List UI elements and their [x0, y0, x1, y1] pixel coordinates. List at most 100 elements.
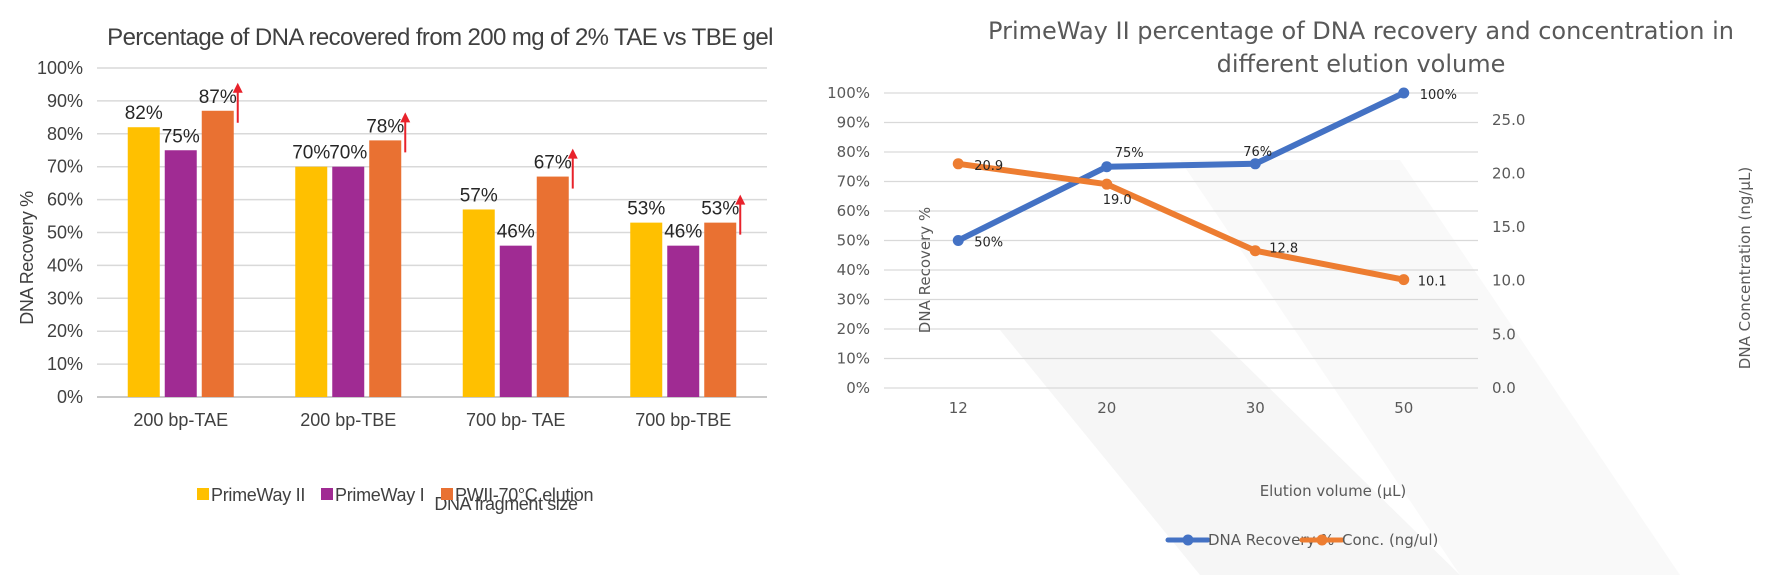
chart2-data-label: 20.9 [974, 159, 1003, 174]
chart2-y-tick-label: 80% [837, 143, 870, 161]
chart1-x-axis-label: DNA fragment size [434, 494, 578, 514]
chart1-bar [332, 166, 365, 397]
chart2-data-point [1249, 158, 1261, 170]
chart2-y-tick-label: 50% [837, 232, 870, 250]
chart2-title-line1: PrimeWay II percentage of DNA recovery a… [988, 17, 1734, 45]
chart1-improvement-arrowhead [400, 112, 411, 123]
chart1-x-tick-label: 700 bp-TBE [635, 410, 731, 430]
chart1-improvement-arrowhead [567, 148, 578, 159]
chart1-y-tick-label: 50% [47, 223, 83, 243]
chart1-y-axis-label: DNA Recovery % [17, 191, 37, 325]
chart2-data-point [952, 158, 964, 170]
chart1-data-label: 53% [627, 199, 665, 220]
background-watermark [1000, 330, 1460, 575]
chart1-bar [295, 166, 328, 397]
chart1-improvement-arrowhead [232, 82, 243, 93]
chart2-data-label: 75% [1115, 146, 1144, 161]
chart1-legend-label: PWII-70°C elution [455, 485, 593, 505]
chart2-legend-label: Conc. (ng/ul) [1342, 531, 1438, 549]
chart1-bar [369, 140, 402, 397]
chart1-data-label: 46% [664, 222, 702, 243]
chart1-data-label: 78% [366, 116, 404, 137]
chart2-data-label: 12.8 [1269, 242, 1298, 257]
chart2-data-point [1101, 161, 1113, 173]
chart1-legend-swatch [321, 488, 333, 500]
chart2-data-label: 19.0 [1103, 193, 1132, 208]
chart1-legend-label: PrimeWay I [335, 485, 424, 505]
background-watermark [1180, 160, 1680, 575]
chart2-y-tick-label: 0% [846, 379, 870, 397]
chart2-y-tick-label: 100% [827, 84, 870, 102]
chart1-bar [462, 209, 495, 397]
chart1-data-label: 70% [292, 143, 330, 164]
chart1-bar [536, 176, 569, 397]
chart1-bar [499, 245, 532, 397]
chart2-x-axis-label: Elution volume (µL) [1260, 482, 1407, 500]
chart2-series-line [955, 90, 1407, 244]
chart2-data-label: 50% [974, 236, 1003, 251]
chart2-right-y-axis-label: DNA Concentration (ng/µL) [1736, 167, 1754, 369]
chart2-data-point [1249, 245, 1261, 257]
chart1-y-tick-label: 70% [47, 157, 83, 177]
chart1-y-tick-label: 90% [47, 91, 83, 111]
chart1-y-tick-label: 80% [47, 124, 83, 144]
chart1-data-label: 82% [125, 103, 163, 124]
chart1-x-tick-label: 200 bp-TAE [133, 410, 228, 430]
chart2-legend-label: DNA Recovery % [1208, 531, 1334, 549]
bar-chart: Percentage of DNA recovered from 200 mg … [17, 24, 773, 514]
line-chart: PrimeWay II percentage of DNA recovery a… [827, 17, 1754, 549]
chart2-y-tick-label: 70% [837, 173, 870, 191]
chart1-improvement-arrowhead [735, 194, 746, 205]
chart1-legend-swatch [197, 488, 209, 500]
chart2-y-tick-label: 40% [837, 261, 870, 279]
chart1-bar [667, 245, 700, 397]
chart1-x-tick-label: 200 bp-TBE [300, 410, 396, 430]
chart2-y-tick-label: 10% [837, 350, 870, 368]
chart1-y-tick-label: 40% [47, 255, 83, 275]
chart2-data-point [1398, 274, 1410, 286]
chart1-y-tick-label: 10% [47, 354, 83, 374]
chart2-data-point [1101, 178, 1113, 190]
chart1-bar [630, 222, 663, 397]
chart1-bar [127, 127, 160, 397]
chart1-y-tick-label: 20% [47, 321, 83, 341]
chart2-legend-marker [1316, 534, 1328, 546]
chart1-legend-label: PrimeWay II [211, 485, 305, 505]
chart1-y-tick-label: 100% [37, 58, 83, 78]
chart2-y-tick-label: 20% [837, 320, 870, 338]
chart1-bar [164, 150, 197, 397]
chart1-bar [704, 222, 737, 397]
chart2-right-y-tick-label: 25.0 [1492, 111, 1525, 129]
chart2-y-tick-label: 90% [837, 114, 870, 132]
chart2-legend-marker [1182, 534, 1194, 546]
chart1-x-tick-label: 700 bp- TAE [466, 410, 565, 430]
chart2-data-point [952, 235, 964, 246]
chart2-y-axis-label: DNA Recovery % [916, 207, 934, 333]
chart1-data-label: 70% [329, 143, 367, 164]
chart2-x-tick-label: 50 [1394, 399, 1413, 417]
chart1-y-tick-label: 60% [47, 190, 83, 210]
chart1-y-tick-label: 30% [47, 288, 83, 308]
chart2-x-tick-label: 12 [949, 399, 968, 417]
chart2-data-point [1398, 87, 1410, 99]
chart1-data-label: 57% [460, 185, 498, 206]
chart1-title: Percentage of DNA recovered from 200 mg … [107, 24, 773, 51]
chart2-data-label: 100% [1420, 88, 1457, 103]
chart2-right-y-tick-label: 0.0 [1492, 379, 1516, 397]
chart2-data-label: 76% [1243, 145, 1272, 160]
chart2-right-y-tick-label: 20.0 [1492, 164, 1525, 182]
chart1-data-label: 53% [701, 199, 739, 220]
chart1-data-label: 67% [534, 153, 572, 174]
chart1-bar [201, 110, 234, 398]
chart2-title-line2: different elution volume [1217, 50, 1506, 78]
chart1-data-label: 46% [497, 222, 535, 243]
chart2-y-tick-label: 60% [837, 202, 870, 220]
chart2-x-tick-label: 30 [1246, 399, 1265, 417]
chart2-x-tick-label: 20 [1097, 399, 1116, 417]
chart2-right-y-tick-label: 10.0 [1492, 272, 1525, 290]
chart2-right-y-tick-label: 15.0 [1492, 218, 1525, 236]
chart1-legend-swatch [441, 488, 453, 500]
chart2-series-line [955, 160, 1407, 283]
chart1-data-label: 75% [162, 126, 200, 147]
